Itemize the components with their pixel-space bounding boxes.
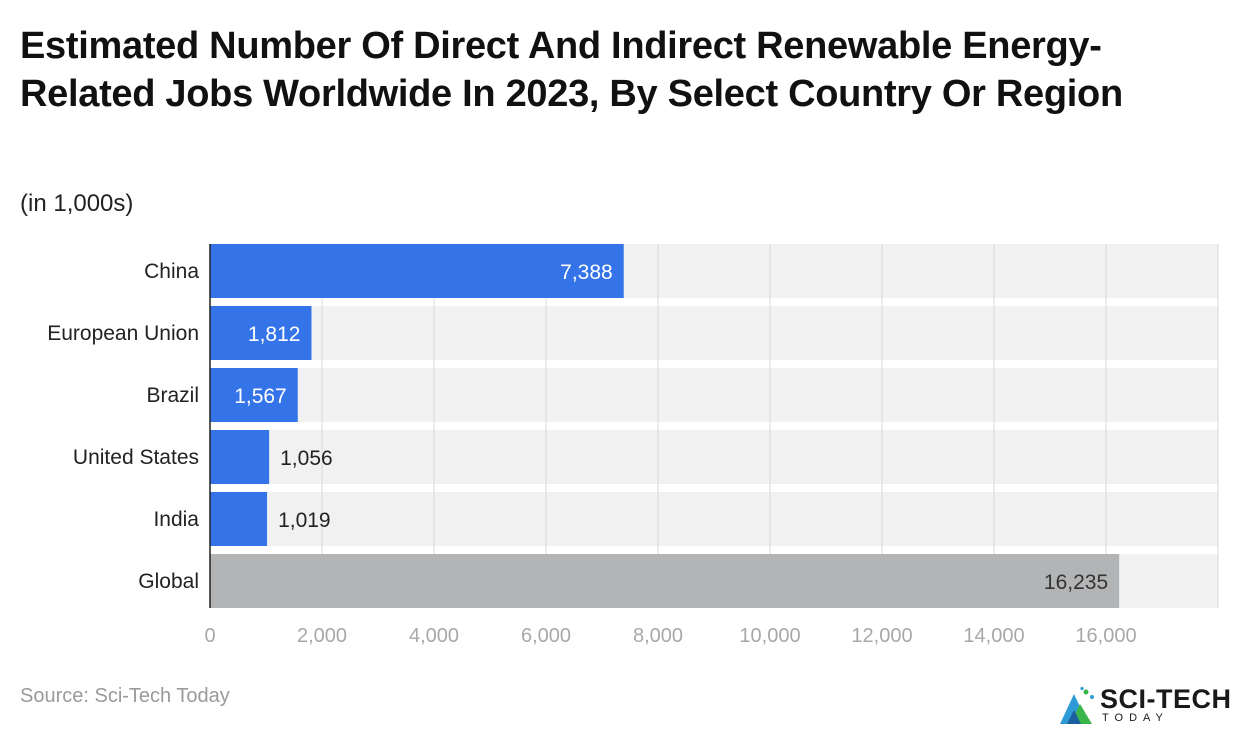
x-tick-label: 12,000	[851, 625, 912, 647]
logo-subtext: TODAY	[1102, 712, 1169, 724]
value-label: 1,812	[248, 323, 301, 346]
source-note: Source: Sci-Tech Today	[20, 685, 230, 707]
category-label: Global	[138, 570, 199, 593]
row-band	[210, 430, 1218, 484]
chart-title: Estimated Number Of Direct And Indirect …	[20, 25, 1123, 115]
category-label: European Union	[47, 322, 199, 345]
chart-subtitle: (in 1,000s)	[20, 190, 134, 217]
x-tick-label: 0	[204, 625, 215, 647]
x-tick-label: 4,000	[409, 625, 459, 647]
x-tick-label: 16,000	[1075, 625, 1136, 647]
bar	[210, 492, 268, 546]
row-backgrounds	[210, 244, 1218, 608]
category-label: China	[144, 260, 199, 283]
category-label: India	[153, 508, 199, 531]
value-label: 1,567	[234, 385, 287, 408]
value-label: 16,235	[1044, 571, 1108, 594]
x-tick-label: 10,000	[739, 625, 800, 647]
logo-text: SCI-TECH	[1100, 684, 1232, 714]
bars	[210, 244, 1120, 608]
value-label: 1,056	[280, 447, 333, 470]
bar	[210, 306, 312, 360]
bar	[210, 368, 298, 422]
sci-tech-mountain-icon	[1060, 686, 1094, 724]
bar	[210, 554, 1120, 608]
category-label: United States	[73, 446, 199, 469]
bar	[210, 244, 624, 298]
row-band	[210, 368, 1218, 422]
x-tick-label: 6,000	[521, 625, 571, 647]
gridlines	[321, 244, 1219, 608]
x-tick-label: 8,000	[633, 625, 683, 647]
category-label: Brazil	[146, 384, 199, 407]
x-tick-label: 2,000	[297, 625, 347, 647]
bar-chart: 0 2,000 4,000 6,000 8,000 10,000 12,000 14,000 1…	[47, 244, 1219, 647]
value-label: 1,019	[278, 509, 331, 532]
labels: 0 2,000 4,000 6,000 8,000 10,000 12,000 14,000 1…	[47, 260, 1136, 647]
row-band	[210, 492, 1218, 546]
x-tick-label: 14,000	[963, 625, 1024, 647]
value-label: 7,388	[560, 261, 613, 284]
row-band	[210, 306, 1218, 360]
sci-tech-logo: SCI-TECH TODAY	[1058, 684, 1238, 728]
bar	[210, 430, 270, 484]
